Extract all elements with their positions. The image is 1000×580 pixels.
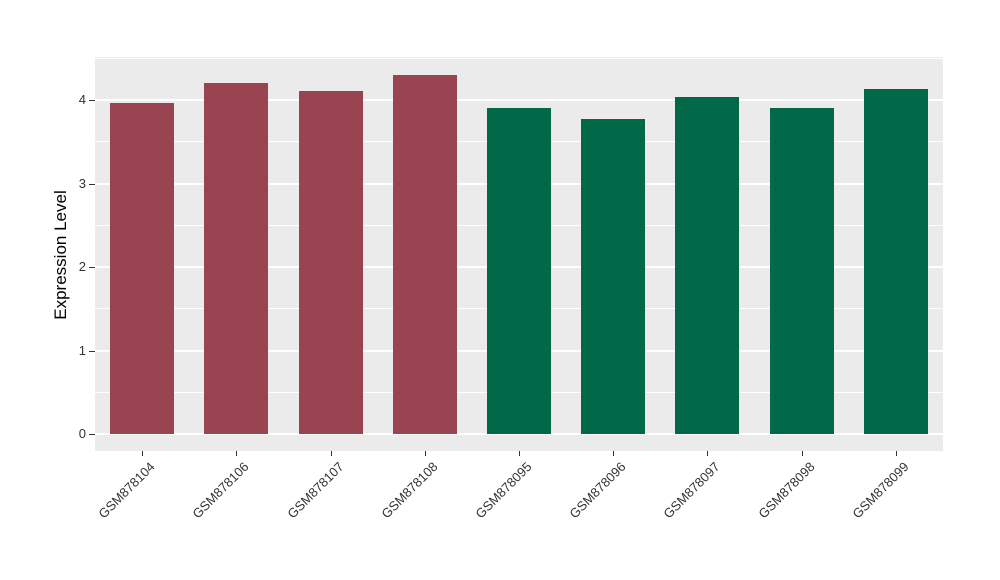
x-axis-tick-mark	[519, 451, 520, 456]
x-axis-tick-label-GSM878097: GSM878097	[660, 459, 724, 522]
major-gridline	[95, 433, 943, 435]
x-axis-tick-mark	[613, 451, 615, 456]
x-axis-tick-mark	[895, 451, 897, 456]
y-axis-title: Expression Level	[51, 190, 70, 320]
x-axis-tick-label-GSM878095: GSM878095	[472, 459, 535, 522]
bar-GSM878104	[110, 103, 175, 434]
plot-panel	[95, 57, 943, 451]
x-axis-tick-label-GSM878107: GSM878107	[283, 459, 347, 522]
y-axis-tick-label: 4	[78, 92, 86, 107]
x-axis-tick-mark	[236, 451, 238, 456]
minor-gridline	[95, 57, 943, 59]
x-axis-tick-label-GSM878106: GSM878106	[189, 459, 252, 522]
y-axis-tick-mark	[89, 100, 95, 101]
x-axis-tick-mark	[801, 451, 803, 456]
y-axis-tick-mark	[89, 183, 95, 185]
y-axis-tick-label: 2	[78, 259, 86, 274]
x-axis-tick-label-GSM878108: GSM878108	[378, 459, 441, 522]
x-axis-tick-mark	[424, 451, 426, 456]
y-axis-tick-mark	[89, 267, 95, 268]
y-axis-tick-mark	[89, 350, 95, 352]
y-axis-tick-mark	[89, 434, 95, 435]
x-axis-tick-mark	[707, 451, 709, 456]
bar-GSM878107	[298, 90, 363, 434]
y-axis-tick-label: 1	[78, 342, 86, 358]
bar-GSM878096	[581, 119, 646, 434]
x-axis-tick-mark	[330, 451, 332, 456]
x-axis-tick-label-GSM878099: GSM878099	[849, 459, 912, 522]
bar-GSM878108	[392, 74, 457, 434]
x-axis-tick-label-GSM878096: GSM878096	[566, 459, 629, 522]
bar-GSM878095	[486, 107, 552, 434]
y-axis-tick-label: 0	[78, 426, 86, 441]
x-axis-tick-mark	[142, 451, 144, 456]
x-axis-tick-label-GSM878104: GSM878104	[95, 459, 158, 522]
bar-GSM878106	[204, 83, 269, 434]
bar-GSM878097	[675, 96, 740, 434]
bar-GSM878099	[863, 89, 928, 434]
x-axis-tick-label-GSM878098: GSM878098	[755, 459, 818, 522]
major-gridline	[95, 99, 943, 101]
bar-GSM878098	[769, 107, 834, 434]
y-axis-tick-label: 3	[78, 175, 86, 191]
